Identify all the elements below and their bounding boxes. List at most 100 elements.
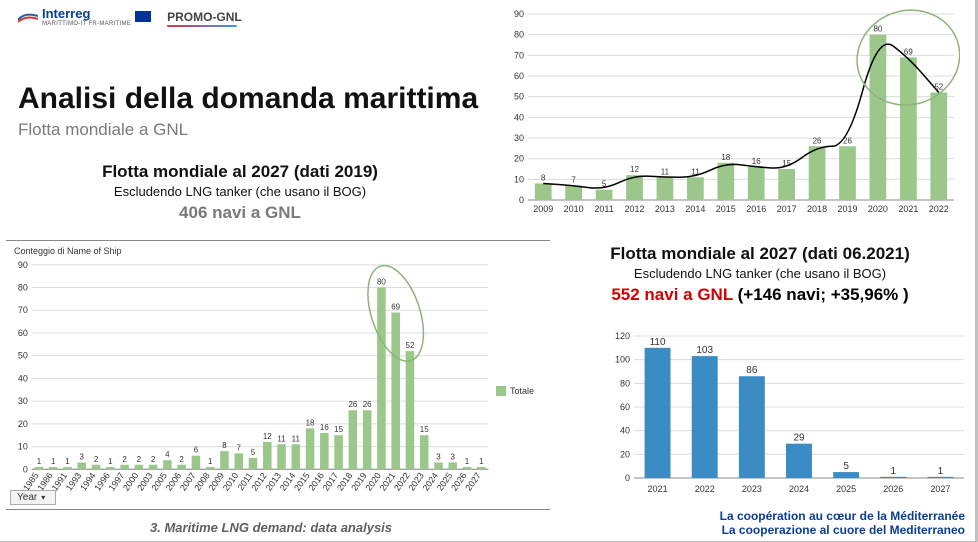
- svg-text:40: 40: [514, 112, 524, 122]
- footer-coop-it: La cooperazione al cuore del Mediterrane…: [720, 523, 965, 537]
- svg-text:2023: 2023: [742, 484, 762, 494]
- svg-text:26: 26: [348, 400, 357, 409]
- svg-text:100: 100: [615, 355, 630, 365]
- svg-text:5: 5: [843, 461, 849, 472]
- interreg-text: Interreg: [42, 6, 131, 21]
- svg-text:52: 52: [934, 83, 943, 92]
- svg-text:30: 30: [514, 133, 524, 143]
- page-title: Analisi della domanda marittima: [18, 82, 478, 116]
- svg-text:15: 15: [334, 425, 343, 434]
- swoosh-icon: [18, 10, 38, 24]
- svg-text:60: 60: [18, 328, 28, 338]
- svg-text:2021: 2021: [648, 484, 668, 494]
- svg-text:2027: 2027: [463, 471, 483, 493]
- summary-2019-header: Flotta mondiale al 2027 (dati 2019): [30, 162, 450, 182]
- svg-text:2017: 2017: [777, 204, 797, 214]
- eu-flag-icon: [135, 11, 151, 22]
- svg-text:86: 86: [746, 365, 758, 376]
- svg-text:7: 7: [237, 443, 242, 452]
- svg-text:40: 40: [18, 373, 28, 383]
- svg-text:16: 16: [752, 157, 761, 166]
- svg-text:60: 60: [514, 71, 524, 81]
- svg-text:8: 8: [222, 441, 227, 450]
- svg-text:7: 7: [571, 176, 576, 185]
- svg-text:2026: 2026: [883, 484, 903, 494]
- svg-text:80: 80: [18, 283, 28, 293]
- chart-right-2021-2027: 0204060801001201102021103202286202329202…: [600, 322, 970, 498]
- svg-text:20: 20: [620, 449, 630, 459]
- svg-text:11: 11: [292, 434, 301, 443]
- svg-text:11: 11: [661, 167, 670, 176]
- svg-text:1: 1: [938, 466, 944, 477]
- summary-2021-black: (+146 navi; +35,96% ): [733, 285, 909, 304]
- svg-text:2: 2: [151, 455, 156, 464]
- svg-text:2: 2: [122, 455, 127, 464]
- svg-text:80: 80: [514, 30, 524, 40]
- summary-2021: Flotta mondiale al 2027 (dati 06.2021) E…: [560, 244, 960, 305]
- svg-text:20: 20: [18, 419, 28, 429]
- summary-2021-sub: Escludendo LNG tanker (che usano il BOG): [560, 266, 960, 281]
- svg-text:1: 1: [208, 457, 213, 466]
- footer-cooperation: La coopération au cœur de la Méditerrané…: [720, 509, 965, 537]
- svg-text:1: 1: [51, 457, 56, 466]
- svg-text:15: 15: [420, 425, 429, 434]
- svg-text:16: 16: [320, 423, 329, 432]
- interreg-logo: Interreg MARITTIMO-IT FR-MARITIME: [18, 6, 151, 27]
- svg-text:1: 1: [37, 457, 42, 466]
- svg-text:1: 1: [891, 466, 897, 477]
- svg-text:6: 6: [194, 446, 199, 455]
- svg-text:29: 29: [793, 433, 805, 444]
- svg-text:80: 80: [620, 378, 630, 388]
- svg-text:2013: 2013: [655, 204, 675, 214]
- svg-text:120: 120: [615, 331, 630, 341]
- svg-text:30: 30: [18, 396, 28, 406]
- svg-text:103: 103: [696, 345, 713, 356]
- svg-text:11: 11: [277, 434, 286, 443]
- footer-section-title: 3. Maritime LNG demand: data analysis: [150, 520, 392, 535]
- svg-text:8: 8: [541, 173, 546, 182]
- svg-text:70: 70: [18, 305, 28, 315]
- svg-text:80: 80: [873, 25, 882, 34]
- svg-text:69: 69: [391, 303, 400, 312]
- chart-left-legend: Totale: [496, 386, 534, 396]
- svg-text:10: 10: [514, 174, 524, 184]
- svg-text:2021: 2021: [898, 204, 918, 214]
- svg-text:4: 4: [165, 450, 170, 459]
- svg-text:18: 18: [721, 153, 730, 162]
- svg-text:1: 1: [465, 457, 470, 466]
- summary-2019-value: 406 navi a GNL: [30, 203, 450, 223]
- svg-text:80: 80: [377, 278, 386, 287]
- svg-text:2010: 2010: [221, 471, 241, 493]
- svg-text:69: 69: [904, 47, 913, 56]
- year-dropdown[interactable]: Year: [10, 490, 56, 505]
- footer-coop-fr: La coopération au cœur de la Méditerrané…: [720, 509, 965, 523]
- svg-text:2022: 2022: [929, 204, 949, 214]
- chart-top-2009-2022: 0102030405060708090820097201052011122012…: [500, 4, 960, 220]
- svg-text:60: 60: [620, 402, 630, 412]
- legend-color-icon: [496, 386, 506, 396]
- svg-text:2010: 2010: [564, 204, 584, 214]
- svg-text:3: 3: [451, 453, 456, 462]
- svg-text:50: 50: [18, 351, 28, 361]
- svg-text:1: 1: [108, 457, 113, 466]
- svg-text:2015: 2015: [716, 204, 736, 214]
- svg-text:3: 3: [80, 453, 85, 462]
- svg-text:2009: 2009: [533, 204, 553, 214]
- svg-text:2014: 2014: [685, 204, 705, 214]
- svg-text:2012: 2012: [624, 204, 644, 214]
- svg-text:26: 26: [813, 136, 822, 145]
- svg-text:2020: 2020: [868, 204, 888, 214]
- summary-2019-sub: Escludendo LNG tanker (che usano il BOG): [30, 184, 450, 199]
- summary-2021-header: Flotta mondiale al 2027 (dati 06.2021): [560, 244, 960, 264]
- svg-text:26: 26: [363, 400, 372, 409]
- svg-text:5: 5: [251, 448, 256, 457]
- svg-text:10: 10: [18, 442, 28, 452]
- summary-2021-value: 552 navi a GNL (+146 navi; +35,96% ): [560, 285, 960, 305]
- chart-left-1985-2027: 0102030405060708090119851198611991319932…: [6, 240, 550, 510]
- legend-label: Totale: [510, 386, 534, 396]
- summary-2021-red: 552 navi a GNL: [611, 285, 733, 304]
- interreg-subtext: MARITTIMO-IT FR-MARITIME: [42, 21, 131, 27]
- svg-text:90: 90: [514, 9, 524, 19]
- svg-text:2022: 2022: [695, 484, 715, 494]
- page-subtitle: Flotta mondiale a GNL: [18, 120, 188, 140]
